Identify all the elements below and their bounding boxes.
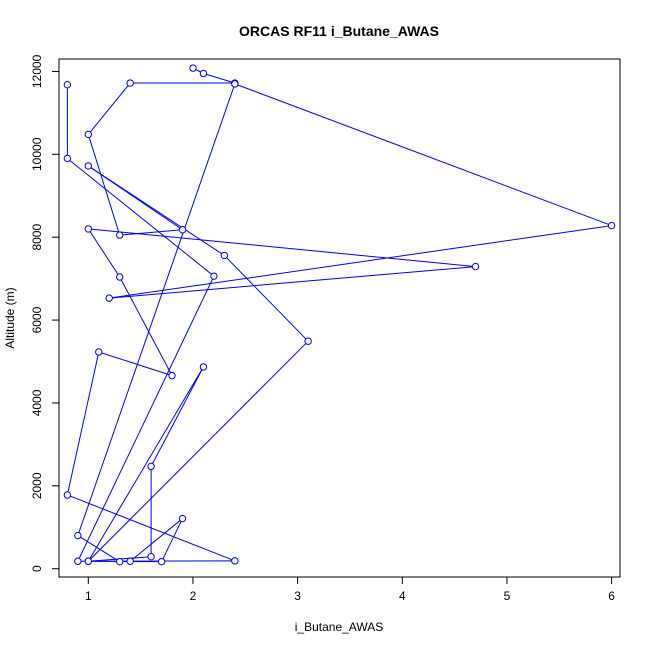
series-segment [129, 518, 183, 562]
data-point [126, 557, 134, 565]
data-point [304, 337, 312, 345]
series-lines [66, 67, 612, 563]
data-point [84, 162, 93, 170]
data-point [63, 491, 72, 499]
data-point [199, 69, 208, 78]
data-point [84, 225, 93, 233]
series-segment [77, 535, 120, 563]
data-point [231, 80, 239, 88]
y-tick-label: 10000 [30, 137, 44, 171]
series-segment [88, 165, 225, 256]
x-axis: 1 2 3 4 5 6 [85, 577, 615, 603]
plot-area [58, 58, 621, 578]
data-point [220, 251, 229, 260]
data-point [95, 348, 103, 356]
series-segment [87, 82, 131, 135]
data-point [168, 371, 176, 380]
data-point [84, 557, 93, 565]
series-segment [224, 255, 309, 342]
data-point [178, 514, 187, 523]
data-point [189, 64, 197, 72]
data-point [63, 154, 72, 163]
series-segment [150, 366, 204, 467]
series-segment [203, 73, 235, 84]
data-point [84, 130, 93, 139]
data-point [63, 80, 72, 89]
series-segment [87, 366, 204, 562]
data-point [126, 79, 134, 87]
data-point [607, 221, 616, 230]
data-point [116, 557, 124, 566]
series-segment [87, 228, 121, 278]
data-point [231, 557, 239, 565]
y-tick-label: 6000 [30, 306, 44, 333]
data-point [178, 226, 187, 234]
data-point [74, 531, 82, 540]
series-segment [109, 266, 476, 299]
y-tick-label: 2000 [30, 472, 44, 499]
series-segment [66, 351, 100, 496]
x-tick-label: 4 [399, 589, 406, 603]
data-point [147, 462, 155, 471]
series-segment [88, 228, 476, 268]
data-point [116, 231, 124, 239]
y-tick-label: 12000 [30, 54, 44, 88]
chart-title: ORCAS RF11 i_Butane_AWAS [239, 23, 439, 39]
data-point [116, 273, 124, 281]
series-segment [119, 276, 173, 376]
y-tick-label: 0 [30, 565, 44, 572]
y-axis: 0 2000 4000 6000 8000 10000 12000 [30, 54, 59, 572]
series-segment [67, 494, 236, 562]
x-tick-label: 1 [85, 589, 92, 603]
x-tick-label: 3 [294, 589, 301, 603]
series-segment [77, 83, 236, 536]
series-segment [119, 229, 183, 236]
y-axis-label: Altitude (m) [3, 287, 17, 348]
x-axis-label: i_Butane_AWAS [295, 620, 384, 634]
data-point [471, 262, 480, 271]
data-point [74, 557, 82, 565]
series-segment [161, 518, 183, 562]
series-segment [234, 83, 612, 227]
series-segment [67, 158, 215, 277]
data-point [157, 557, 166, 566]
series-segment [98, 351, 173, 377]
series-points [63, 64, 616, 566]
series-segment [109, 225, 612, 299]
data-point [199, 363, 208, 371]
data-point [105, 294, 113, 302]
series-segment [87, 340, 309, 562]
x-tick-label: 2 [190, 589, 197, 603]
series-segment [87, 134, 121, 236]
y-tick-label: 4000 [30, 389, 44, 416]
data-point [147, 552, 155, 561]
x-tick-label: 5 [504, 589, 511, 603]
y-tick-label: 8000 [30, 224, 44, 251]
data-point [210, 272, 218, 280]
series-segment [77, 275, 215, 562]
x-tick-label: 6 [608, 589, 615, 603]
